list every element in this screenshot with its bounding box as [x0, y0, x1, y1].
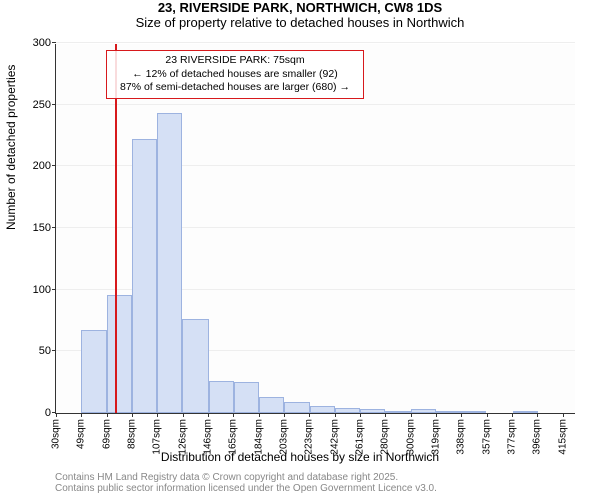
- x-tick-mark: [309, 413, 310, 417]
- histogram-bar: [259, 397, 284, 413]
- x-tick-mark: [335, 413, 336, 417]
- histogram-bar: [335, 408, 360, 413]
- histogram-bar: [436, 411, 461, 413]
- histogram-bar: [182, 319, 208, 413]
- x-tick-mark: [563, 413, 564, 417]
- y-tick-mark: [52, 165, 56, 166]
- histogram-bar: [157, 113, 182, 413]
- x-tick-mark: [461, 413, 462, 417]
- x-tick-mark: [436, 413, 437, 417]
- x-tick-mark: [411, 413, 412, 417]
- histogram-bar: [310, 406, 335, 413]
- chart-subtitle: Size of property relative to detached ho…: [0, 15, 600, 30]
- y-tick-mark: [52, 227, 56, 228]
- x-tick-mark: [208, 413, 209, 417]
- x-tick-mark: [284, 413, 285, 417]
- histogram-bar: [132, 139, 157, 413]
- histogram-bar: [385, 411, 411, 413]
- attribution-footer: Contains HM Land Registry data © Crown c…: [55, 472, 437, 494]
- property-marker-line: [115, 44, 117, 413]
- x-tick-mark: [132, 413, 133, 417]
- x-tick-mark: [233, 413, 234, 417]
- histogram-bar: [209, 381, 234, 413]
- y-tick-label: 200: [33, 160, 56, 172]
- histogram-bar: [107, 295, 132, 413]
- x-tick-mark: [512, 413, 513, 417]
- y-tick-mark: [52, 42, 56, 43]
- histogram-bar: [461, 411, 486, 413]
- x-tick-label: 88sqm: [127, 419, 138, 449]
- y-tick-label: 100: [33, 284, 56, 296]
- annotation-box: 23 RIVERSIDE PARK: 75sqm← 12% of detache…: [106, 50, 364, 99]
- grid-line: [56, 42, 575, 43]
- histogram-plot-area: 05010015020025030030sqm49sqm69sqm88sqm10…: [55, 44, 575, 414]
- x-tick-mark: [81, 413, 82, 417]
- x-tick-mark: [107, 413, 108, 417]
- x-tick-mark: [56, 413, 57, 417]
- x-tick-mark: [259, 413, 260, 417]
- x-tick-label: 30sqm: [51, 419, 62, 449]
- histogram-bar: [81, 330, 107, 413]
- x-tick-mark: [183, 413, 184, 417]
- annotation-line: ← 12% of detached houses are smaller (92…: [113, 68, 357, 82]
- y-tick-mark: [52, 350, 56, 351]
- chart-title: 23, RIVERSIDE PARK, NORTHWICH, CW8 1DS: [0, 0, 600, 15]
- histogram-bar: [360, 409, 385, 413]
- y-tick-mark: [52, 104, 56, 105]
- footer-line-2: Contains public sector information licen…: [55, 483, 437, 494]
- x-tick-mark: [360, 413, 361, 417]
- y-tick-label: 0: [45, 407, 56, 419]
- y-tick-label: 150: [33, 222, 56, 234]
- x-tick-label: 69sqm: [101, 419, 112, 449]
- y-tick-mark: [52, 289, 56, 290]
- histogram-bar: [234, 382, 259, 413]
- y-tick-label: 250: [33, 99, 56, 111]
- y-tick-label: 300: [33, 37, 56, 49]
- x-tick-mark: [157, 413, 158, 417]
- histogram-bar: [513, 411, 538, 413]
- annotation-line: 23 RIVERSIDE PARK: 75sqm: [113, 54, 357, 68]
- x-tick-mark: [487, 413, 488, 417]
- y-axis-label: Number of detached properties: [4, 65, 18, 230]
- footer-line-1: Contains HM Land Registry data © Crown c…: [55, 472, 437, 483]
- histogram-bar: [284, 402, 310, 413]
- y-tick-label: 50: [39, 345, 56, 357]
- histogram-bar: [411, 409, 436, 413]
- x-axis-label: Distribution of detached houses by size …: [0, 450, 600, 464]
- x-tick-label: 49sqm: [76, 419, 87, 449]
- grid-line: [56, 104, 575, 105]
- x-tick-mark: [385, 413, 386, 417]
- annotation-line: 87% of semi-detached houses are larger (…: [113, 81, 357, 95]
- x-tick-mark: [537, 413, 538, 417]
